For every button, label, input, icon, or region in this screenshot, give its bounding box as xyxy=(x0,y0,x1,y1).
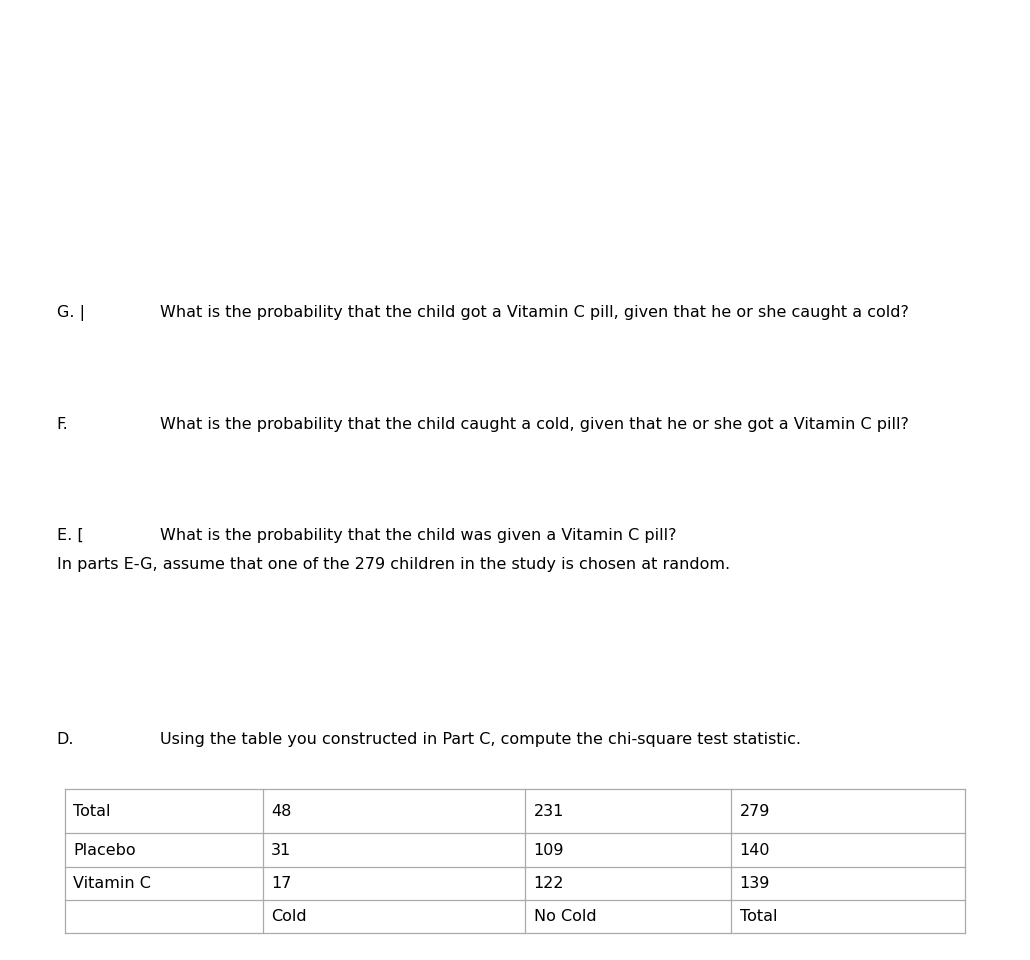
Text: 231: 231 xyxy=(534,804,563,819)
Text: G. |: G. | xyxy=(57,305,84,322)
Text: 31: 31 xyxy=(271,843,291,857)
Text: 122: 122 xyxy=(534,876,564,891)
Text: 109: 109 xyxy=(534,843,564,857)
Text: What is the probability that the child was given a Vitamin C pill?: What is the probability that the child w… xyxy=(160,528,676,543)
Text: 140: 140 xyxy=(740,843,770,857)
Text: Using the table you constructed in Part C, compute the chi-square test statistic: Using the table you constructed in Part … xyxy=(160,732,800,747)
Text: E. [: E. [ xyxy=(57,528,83,543)
Text: No Cold: No Cold xyxy=(534,909,596,924)
Text: Placebo: Placebo xyxy=(73,843,136,857)
Text: In parts E-G, assume that one of the 279 children in the study is chosen at rand: In parts E-G, assume that one of the 279… xyxy=(57,557,730,572)
Text: 48: 48 xyxy=(271,804,291,819)
Text: F.: F. xyxy=(57,417,68,432)
Text: What is the probability that the child got a Vitamin C pill, given that he or sh: What is the probability that the child g… xyxy=(160,305,908,321)
Text: 17: 17 xyxy=(271,876,291,891)
Text: Cold: Cold xyxy=(271,909,307,924)
Text: Total: Total xyxy=(740,909,777,924)
Text: 279: 279 xyxy=(740,804,769,819)
Text: D.: D. xyxy=(57,732,74,747)
Text: Total: Total xyxy=(73,804,110,819)
Text: What is the probability that the child caught a cold, given that he or she got a: What is the probability that the child c… xyxy=(160,417,908,432)
Text: 139: 139 xyxy=(740,876,769,891)
Text: Vitamin C: Vitamin C xyxy=(73,876,151,891)
